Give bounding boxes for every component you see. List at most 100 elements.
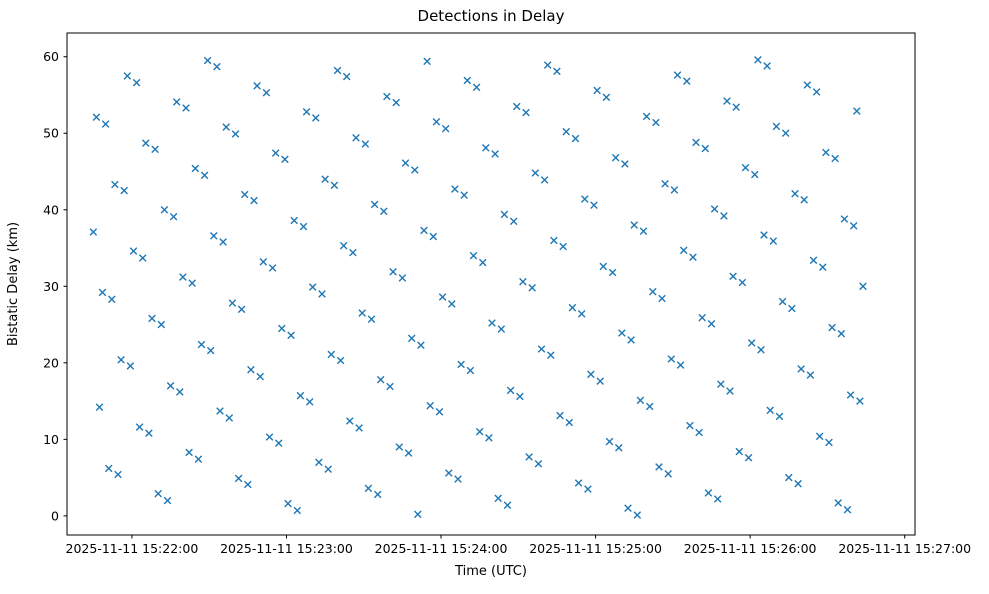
data-point-marker xyxy=(308,283,317,291)
data-point-marker xyxy=(630,221,638,229)
data-point-marker xyxy=(525,453,533,461)
data-point-marker xyxy=(565,418,574,427)
data-point-marker xyxy=(132,78,141,87)
data-point-marker xyxy=(828,323,836,332)
data-point-marker xyxy=(497,325,506,333)
data-point-marker xyxy=(849,222,858,230)
data-point-marker xyxy=(707,320,716,328)
data-point-marker xyxy=(747,339,756,347)
data-point-marker xyxy=(531,169,540,177)
data-point-marker xyxy=(148,314,156,323)
data-point-marker xyxy=(426,401,434,410)
data-point-marker xyxy=(658,294,666,303)
data-point-marker xyxy=(485,434,493,442)
data-point-marker xyxy=(778,297,787,306)
data-point-marker xyxy=(695,428,703,437)
data-point-marker xyxy=(438,293,447,301)
data-point-marker xyxy=(129,247,138,255)
data-point-marker xyxy=(639,227,648,235)
data-point-marker xyxy=(182,104,190,112)
data-point-marker xyxy=(516,392,524,401)
data-point-marker xyxy=(123,72,132,80)
data-point-marker xyxy=(568,303,577,312)
data-point-marker xyxy=(185,448,193,457)
data-point-marker xyxy=(670,186,679,194)
data-point-marker xyxy=(593,86,601,95)
data-point-marker xyxy=(636,396,645,405)
data-point-marker xyxy=(284,499,292,508)
axis-ticks: 2025-11-11 15:22:00 2025-11-11 15:23:00 20… xyxy=(43,49,971,556)
data-point-marker xyxy=(191,164,200,173)
data-point-marker xyxy=(584,485,592,493)
data-point-marker xyxy=(445,469,453,477)
data-point-marker xyxy=(775,412,784,421)
x-tick-label: 2025-11-11 15:24:00 xyxy=(375,541,508,556)
data-point-marker xyxy=(494,494,502,503)
data-point-marker xyxy=(587,370,595,379)
data-point-marker xyxy=(519,277,527,286)
data-point-marker xyxy=(324,465,332,473)
data-point-marker xyxy=(395,443,404,451)
y-tick-label: 60 xyxy=(43,49,59,64)
data-point-marker xyxy=(339,241,348,250)
data-point-marker xyxy=(222,123,230,131)
data-point-marker xyxy=(472,83,481,92)
data-point-marker xyxy=(806,371,815,379)
data-point-marker xyxy=(812,88,821,96)
data-point-marker xyxy=(367,315,376,323)
data-point-marker xyxy=(547,351,555,359)
data-point-marker xyxy=(138,254,147,262)
data-point-marker xyxy=(729,272,737,281)
plot-area xyxy=(66,32,916,536)
data-point-marker xyxy=(302,108,311,116)
data-point-marker xyxy=(686,421,694,430)
data-point-marker xyxy=(621,160,629,168)
data-point-marker xyxy=(169,212,178,221)
data-point-marker xyxy=(407,334,416,343)
data-point-marker xyxy=(95,403,104,411)
data-point-marker xyxy=(194,455,203,463)
data-point-marker xyxy=(679,246,688,255)
data-point-marker xyxy=(414,510,422,519)
data-point-marker xyxy=(652,118,660,127)
data-point-marker xyxy=(373,490,382,499)
data-point-marker xyxy=(234,474,243,483)
data-point-marker xyxy=(500,210,509,219)
data-point-marker xyxy=(104,464,113,473)
data-point-marker xyxy=(605,437,614,446)
data-point-marker xyxy=(432,118,441,126)
x-tick-label: 2025-11-11 15:23:00 xyxy=(220,541,353,556)
data-point-marker xyxy=(781,129,790,137)
data-point-marker xyxy=(299,222,308,231)
data-point-marker xyxy=(791,189,799,198)
data-point-marker xyxy=(342,72,351,81)
data-point-marker xyxy=(454,475,462,483)
data-point-marker xyxy=(262,88,271,97)
data-point-marker xyxy=(163,496,172,505)
data-point-marker xyxy=(769,237,778,245)
data-point-marker xyxy=(701,144,710,153)
data-point-marker xyxy=(101,120,110,128)
data-point-marker xyxy=(815,432,824,441)
data-point-marker xyxy=(225,414,234,422)
data-point-marker xyxy=(528,284,536,292)
data-point-marker xyxy=(704,489,713,497)
data-point-marker xyxy=(825,438,833,447)
data-point-marker xyxy=(250,196,258,205)
data-point-marker xyxy=(853,107,861,115)
data-point-marker xyxy=(216,407,224,415)
data-point-marker xyxy=(698,313,706,322)
data-point-marker xyxy=(785,473,793,482)
data-point-marker xyxy=(562,127,570,136)
y-tick-label: 10 xyxy=(43,432,59,447)
data-point-marker xyxy=(197,340,206,349)
data-point-marker xyxy=(581,195,589,203)
data-point-marker xyxy=(723,97,731,105)
data-point-marker xyxy=(237,305,246,314)
data-point-marker xyxy=(503,501,512,509)
data-point-marker xyxy=(333,66,342,75)
x-tick-label: 2025-11-11 15:25:00 xyxy=(529,541,662,556)
data-point-marker xyxy=(760,231,768,239)
data-point-marker xyxy=(417,341,425,349)
